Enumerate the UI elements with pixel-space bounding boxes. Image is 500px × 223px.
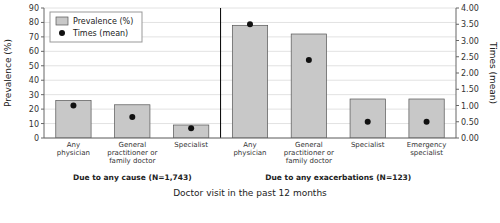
x-tick-label-line: Specialist (351, 141, 385, 149)
bar (291, 34, 326, 138)
legend-box (50, 12, 142, 42)
y2-tick-label: 2.00 (461, 69, 479, 78)
x-tick-label: Specialist (351, 141, 385, 149)
y2-tick-label: 0.50 (461, 118, 479, 127)
chart: 0 10 20 30 40 50 60 70 80 90 0.00 0.50 1.00 1.50 2.00 2… (0, 0, 500, 223)
bar (350, 99, 385, 138)
x-tick-label: Generalpractitioner orfamily doctor (107, 141, 157, 165)
bar (56, 100, 91, 138)
y-tick-label: 30 (29, 91, 39, 100)
y2-tick-label: 3.00 (461, 37, 479, 46)
y-tick-label: 80 (29, 18, 39, 27)
x-tick-label-line: physician (233, 149, 266, 157)
y2-axis-label: Times (mean) (488, 41, 498, 104)
dot (424, 119, 430, 125)
x-tick-label-line: Any (243, 141, 256, 149)
y2-tick-label: 0.00 (461, 134, 479, 143)
dot (365, 119, 371, 125)
bar (409, 99, 444, 138)
group-separator (220, 8, 221, 138)
y-tick-label: 10 (29, 120, 39, 129)
x-axis-label: Doctor visit in the past 12 months (173, 188, 327, 198)
legend-label: Prevalence (%) (73, 17, 133, 26)
x-tick-label-line: General (118, 141, 146, 149)
y2-tick-label: 3.50 (461, 20, 479, 29)
dot (129, 114, 135, 120)
y2-axis (456, 8, 457, 138)
legend-label: Times (mean) (72, 29, 128, 38)
x-tick-label-line: Emergency (407, 141, 446, 149)
y2-tick-label: 1.50 (461, 85, 479, 94)
dot (188, 125, 194, 131)
y-tick-label: 70 (29, 33, 39, 42)
legend-swatch (59, 30, 65, 36)
x-tick-label: Anyphysician (233, 141, 266, 157)
y-tick-label: 60 (29, 47, 39, 56)
y-tick-label: 0 (34, 134, 39, 143)
x-tick-label-line: General (295, 141, 323, 149)
grid-line (44, 138, 456, 139)
x-axis (44, 138, 456, 139)
dot (70, 103, 76, 109)
grid-line (44, 8, 456, 9)
y-tick-label: 50 (29, 62, 39, 71)
bar (232, 25, 267, 138)
x-tick-label-line: practitioner or (107, 149, 157, 157)
y2-tick-label: 4.00 (461, 4, 479, 13)
grid (44, 8, 456, 138)
y2-tick-label: 2.50 (461, 53, 479, 62)
x-tick-label-line: family doctor (286, 157, 332, 165)
x-tick-label: Specialist (174, 141, 208, 149)
x-tick-label: Emergencyspecialist (407, 141, 446, 157)
dot (247, 21, 253, 27)
y-tick-label: 20 (29, 105, 39, 114)
x-tick-label-line: physician (57, 149, 90, 157)
x-tick-label-line: Any (67, 141, 80, 149)
y-tick-label: 90 (29, 4, 39, 13)
dot (306, 57, 312, 63)
group-label: Due to any cause (N=1,743) (73, 173, 192, 182)
y-axis (44, 8, 45, 138)
y-axis-label: Prevalence (%) (3, 39, 13, 107)
x-tick-label-line: practitioner or (284, 149, 334, 157)
bar (115, 105, 150, 138)
legend: Prevalence (%) Times (mean) (50, 12, 142, 42)
y-tick-label: 40 (29, 76, 39, 85)
x-tick-label-line: Specialist (174, 141, 208, 149)
x-tick-label: Generalpractitioner orfamily doctor (284, 141, 334, 165)
x-tick-label-line: specialist (410, 149, 443, 157)
y2-tick-label: 1.00 (461, 102, 479, 111)
legend-swatch (56, 17, 68, 25)
x-tick-label-line: family doctor (109, 157, 155, 165)
group-label: Due to any exacerbations (N=123) (265, 173, 411, 182)
x-tick-label: Anyphysician (57, 141, 90, 157)
bar (173, 125, 208, 138)
